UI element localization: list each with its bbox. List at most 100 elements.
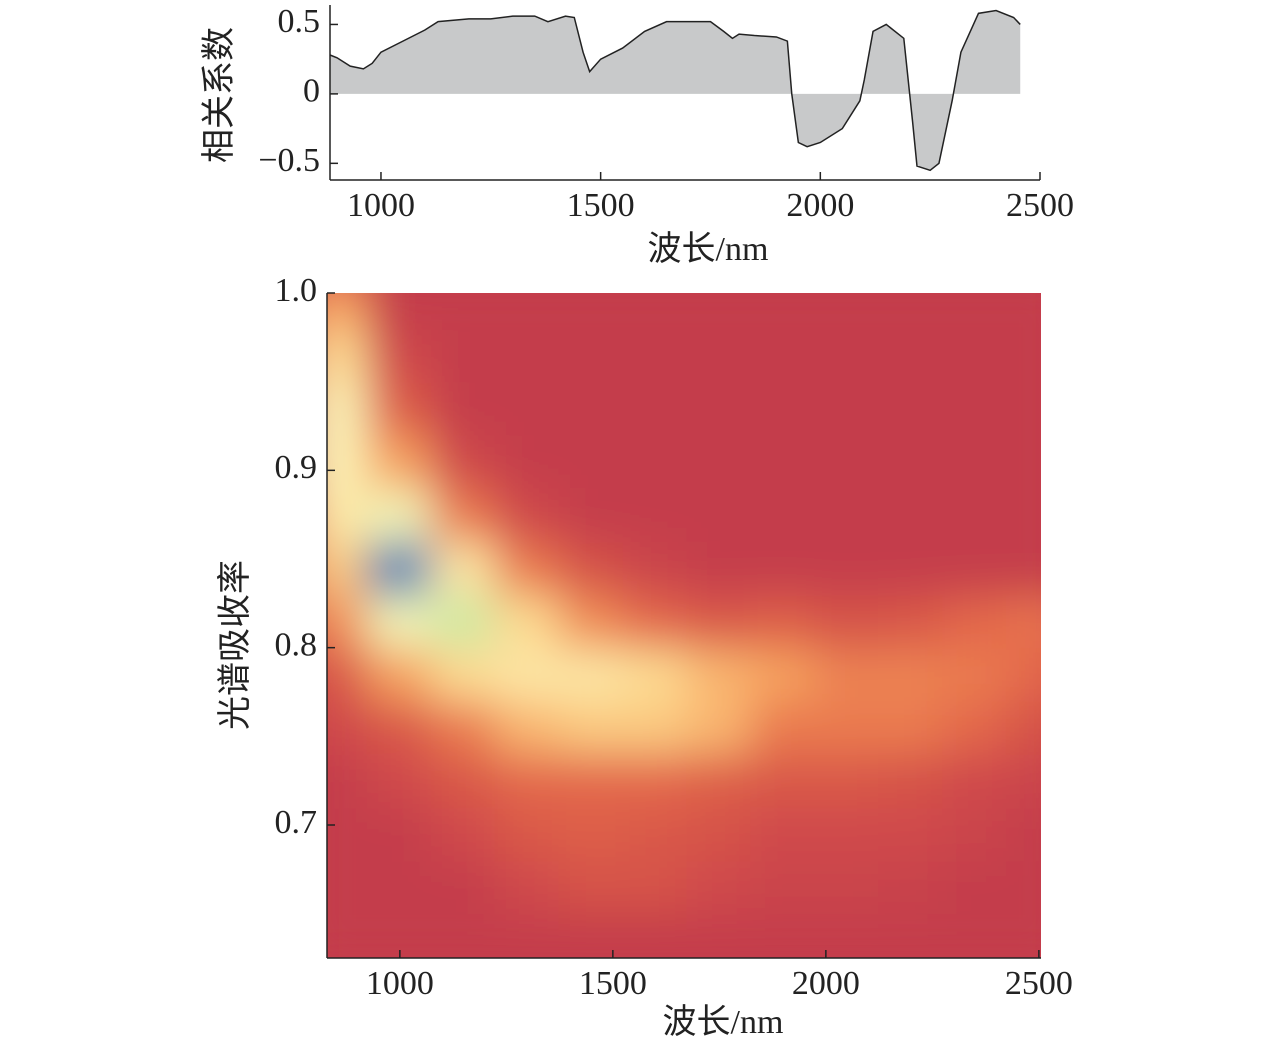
heatmap-cell — [494, 433, 561, 490]
area — [330, 10, 1021, 171]
heatmap-cell — [814, 699, 881, 756]
heatmap-cell — [750, 487, 817, 543]
heatmap-cell — [494, 646, 561, 702]
heatmap-cell — [878, 293, 945, 330]
heatmap-cell — [327, 433, 369, 490]
heatmap-cell — [814, 540, 881, 596]
heatmap-cell — [430, 380, 497, 436]
heatmap-cell — [814, 912, 881, 958]
heatmap-cell — [1005, 859, 1041, 915]
x-axis-label: 波长/nm — [648, 230, 769, 268]
x-tick-label: 1000 — [366, 965, 434, 1002]
heatmap-cell — [430, 293, 497, 330]
heatmap-cell — [686, 433, 753, 490]
heatmap-cell — [366, 593, 433, 649]
heatmap-cell — [558, 593, 625, 649]
heatmap-cell — [366, 699, 433, 756]
heatmap-cell — [430, 646, 497, 702]
heatmap-cell — [430, 540, 497, 596]
heatmap-cell — [494, 912, 561, 958]
heatmap-cell — [366, 912, 433, 958]
x-tick-label: 2500 — [1005, 965, 1073, 1002]
heatmap-cell — [558, 433, 625, 490]
heatmap-cell — [430, 487, 497, 543]
heatmap-cell — [430, 806, 497, 862]
heatmap-cell — [878, 646, 945, 702]
x-tick-label: 1500 — [579, 965, 647, 1002]
heatmap-cell — [814, 859, 881, 915]
heatmap-cell — [1005, 646, 1041, 702]
heatmap-cell — [814, 646, 881, 702]
heatmap-cell — [942, 593, 1008, 649]
heatmap-cell — [686, 699, 753, 756]
heatmap-cell — [878, 380, 945, 436]
y-tick-label: 0.9 — [275, 449, 318, 486]
heatmap-cell — [430, 753, 497, 809]
heatmap-cell — [686, 646, 753, 702]
heatmap-cell — [814, 753, 881, 809]
heatmap-cell — [430, 912, 497, 958]
heatmap-cell — [686, 593, 753, 649]
heatmap-cell — [366, 327, 433, 383]
heatmap-cell — [942, 380, 1008, 436]
heatmap-cell — [327, 593, 369, 649]
heatmap-cell — [366, 806, 433, 862]
heatmap-cell — [558, 912, 625, 958]
heatmap-cell — [366, 753, 433, 809]
heatmap-cell — [814, 293, 881, 330]
line — [329, 9, 1021, 172]
heatmap — [327, 293, 1041, 958]
heatmap-cell — [558, 540, 625, 596]
heatmap-cell — [686, 753, 753, 809]
heatmap-cell — [686, 912, 753, 958]
heatmap-cell — [622, 806, 689, 862]
heatmap-cells — [327, 293, 1041, 958]
y-tick-label: 0 — [303, 73, 320, 110]
heatmap-cell — [430, 859, 497, 915]
heatmap-cell — [558, 699, 625, 756]
heatmap-cell — [750, 327, 817, 383]
heatmap-cell — [1005, 380, 1041, 436]
heatmap-cell — [942, 806, 1008, 862]
heatmap-cell — [942, 293, 1008, 330]
heatmap-cell — [558, 753, 625, 809]
heatmap-cell — [878, 327, 945, 383]
heatmap-cell — [494, 293, 561, 330]
heatmap-cell — [1005, 540, 1041, 596]
heatmap-cell — [558, 380, 625, 436]
heatmap-cell — [942, 646, 1008, 702]
heatmap-cell — [494, 806, 561, 862]
heatmap-cell — [750, 380, 817, 436]
heatmap-cell — [750, 540, 817, 596]
heatmap-cell — [1005, 593, 1041, 649]
heatmap-cell — [327, 293, 369, 330]
x-axis-label: 波长/nm — [663, 1003, 784, 1041]
x-tick-label: 2000 — [786, 187, 854, 224]
y-axis-label: 光谱吸收率 — [216, 560, 254, 730]
heatmap-cell — [558, 327, 625, 383]
heatmap-cell — [622, 327, 689, 383]
heatmap-cell — [878, 699, 945, 756]
heatmap-cell — [327, 859, 369, 915]
heatmap-cell — [942, 327, 1008, 383]
heatmap-cell — [558, 487, 625, 543]
heatmap-cell — [814, 380, 881, 436]
heatmap-cell — [622, 699, 689, 756]
heatmap-cell — [366, 487, 433, 543]
heatmap-cell — [1005, 699, 1041, 756]
heatmap-cell — [814, 433, 881, 490]
heatmap-cell — [622, 487, 689, 543]
heatmap-cell — [494, 487, 561, 543]
heatmap-cell — [686, 806, 753, 862]
heatmap-cell — [1005, 327, 1041, 383]
heatmap-cell — [878, 487, 945, 543]
x-tick-label: 2000 — [792, 965, 860, 1002]
heatmap-cell — [686, 859, 753, 915]
heatmap-cell — [686, 327, 753, 383]
y-tick-label: 1.0 — [275, 272, 318, 309]
heatmap-cell — [494, 327, 561, 383]
y-axis-label: 相关系数 — [200, 27, 238, 163]
heatmap-cell — [327, 699, 369, 756]
heatmap-cell — [1005, 487, 1041, 543]
